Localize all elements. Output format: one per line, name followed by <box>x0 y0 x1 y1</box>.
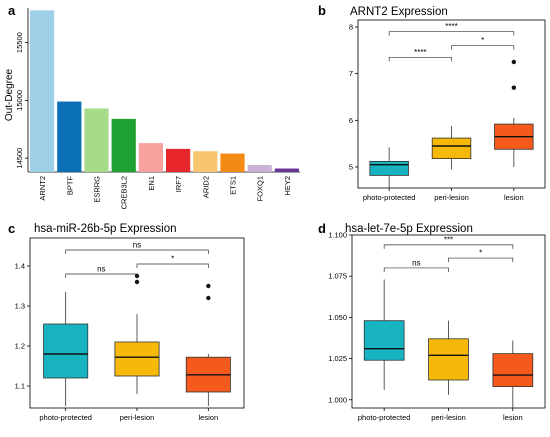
panel-a-xtick-label: CREB3L2 <box>120 176 129 209</box>
panel-a-ytick-label: 15000 <box>15 90 24 111</box>
panel-a-bar-arid2 <box>193 151 218 172</box>
panel-a-ytick-label: 15500 <box>15 32 24 53</box>
panel-c-outlier-point <box>134 279 140 285</box>
panel-a-bar-irf7 <box>166 148 191 172</box>
panel-b-outlier-point <box>511 85 517 90</box>
panel-d-ytick-label: 1.100 <box>328 231 347 240</box>
panel-c-significance-label: ns <box>133 241 141 250</box>
panel-c-box-plot: 1.1 1.2 1.3 1.4 photo-protected peri-lesion le… <box>15 237 245 422</box>
panel-c-significance-bracket <box>65 249 209 254</box>
panel-d-significance-bracket <box>383 244 514 249</box>
panel-a-bar-esrrg <box>84 108 109 172</box>
panel-d-ytick-label: 1.050 <box>328 313 347 322</box>
panel-a-bar-foxq1 <box>247 165 272 172</box>
panel-d-xtick-label: photo-protected <box>358 413 411 422</box>
panel-c-significance-bracket <box>136 263 209 268</box>
panel-a-xtick-label: ARNT2 <box>38 176 47 201</box>
panel-a-bar-bptf <box>57 101 82 172</box>
panel-b-ytick-label: 5 <box>349 163 353 172</box>
panel-d-box-plot: 1.000 1.025 1.050 1.075 1.100 photo-protected… <box>328 231 546 422</box>
panel-c-xtick-label: photo-protected <box>39 413 92 422</box>
panel-d-box-photo-protected <box>363 320 405 361</box>
panel-d-significance-bracket <box>448 257 514 263</box>
panel-d-ytick-label: 1.025 <box>328 354 347 363</box>
panel-label-b: b <box>318 3 326 18</box>
panel-d-significance-bracket <box>383 267 449 272</box>
panel-a-xtick-label: ETS1 <box>229 176 238 195</box>
panel-b-box-peri-lesion <box>431 137 472 159</box>
panel-a-bar-ets1 <box>220 153 245 172</box>
panel-label-c: c <box>8 221 15 236</box>
panel-a-xtick-label: BPTF <box>65 176 74 196</box>
panel-b-xtick-label: peri-lesion <box>434 193 469 202</box>
panel-c-ytick-label: 1.3 <box>15 302 25 311</box>
panel-a-xtick-label: ARID2 <box>201 176 210 198</box>
panel-c-significance-label: * <box>171 255 174 264</box>
panel-a-ytick-label: 14500 <box>15 148 24 169</box>
panel-a-xtick-label: EN1 <box>147 176 156 191</box>
panel-d-box-lesion <box>492 353 534 387</box>
panel-a-bar-chart: 14500 15000 15500 ARNT2 BPTF ESRRG CREB3L2 EN1 I… <box>15 8 300 209</box>
panel-b-significance-bracket <box>388 31 515 36</box>
panel-b-box-photo-protected <box>369 160 409 176</box>
panel-c-box-photo-protected <box>43 323 89 379</box>
panel-c-ytick-label: 1.1 <box>15 382 25 391</box>
panel-a-xtick-label: IRF7 <box>174 176 183 192</box>
panel-a-xtick-label: ESRRG <box>93 176 102 203</box>
panel-c-significance-label: ns <box>97 265 105 274</box>
panel-c-ytick-label: 1.2 <box>15 342 25 351</box>
panel-b-ytick-label: 7 <box>349 69 353 78</box>
panel-a-bar-arnt2 <box>30 10 55 172</box>
panel-d-ytick-label: 1.075 <box>328 272 347 281</box>
panel-a-bar-creb3l2 <box>111 118 136 172</box>
panel-d-box-peri-lesion <box>428 338 469 381</box>
panel-a-bar-hey2 <box>274 168 299 172</box>
panel-d-significance-label: * <box>479 249 482 258</box>
panel-label-d: d <box>318 221 326 236</box>
panel-b-ytick-label: 8 <box>349 23 353 32</box>
panel-b-significance-label: **** <box>414 48 426 57</box>
panel-b-xtick-label: lesion <box>504 193 524 202</box>
panel-a-xtick-label: HEY2 <box>283 176 292 196</box>
panel-c-xtick-label: lesion <box>199 413 219 422</box>
panel-b-significance-label: **** <box>445 22 457 31</box>
panel-label-a: a <box>8 3 16 18</box>
panel-a-xtick-label: FOXQ1 <box>256 176 265 201</box>
panel-b-significance-bracket <box>451 45 515 50</box>
panel-c-xtick-label: peri-lesion <box>120 413 155 422</box>
panel-a-bar-en1 <box>138 143 163 172</box>
panel-b-xtick-label: photo-protected <box>363 193 416 202</box>
panel-d-title: hsa-let-7e-5p Expression <box>345 223 473 235</box>
panel-b-significance-bracket <box>388 56 452 62</box>
panel-b-ytick-label: 6 <box>349 116 353 125</box>
panel-d-significance-label: ns <box>412 258 420 267</box>
panel-c-ytick-label: 1.4 <box>15 262 25 271</box>
panel-b-significance-label: * <box>481 36 484 45</box>
panel-d-xtick-label: lesion <box>503 413 523 422</box>
panel-c-significance-bracket <box>65 273 138 278</box>
panel-c-box-peri-lesion <box>114 341 160 377</box>
panel-c-outlier-point <box>206 295 211 301</box>
panel-b-title: ARNT2 Expression <box>350 6 448 18</box>
panel-c-title: hsa-miR-26b-5p Expression <box>34 223 177 235</box>
panel-c-outlier-point <box>206 283 211 289</box>
panel-b-outlier-point <box>511 59 517 65</box>
panel-a-ylabel: Out-Degree <box>4 68 15 121</box>
panel-d-xtick-label: peri-lesion <box>431 413 466 422</box>
panel-d-significance-label: *** <box>444 235 453 244</box>
panel-d-ytick-label: 1.000 <box>328 395 347 404</box>
